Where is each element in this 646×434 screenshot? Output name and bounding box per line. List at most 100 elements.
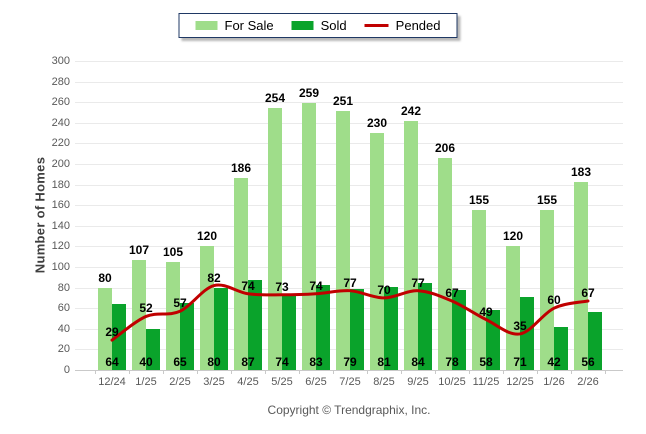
- x-axis-tick-label: 3/25: [203, 376, 225, 388]
- y-axis-tick-label: 40: [57, 322, 70, 335]
- x-axis-tick-label: 6/25: [305, 376, 327, 388]
- y-axis-tick-label: 200: [51, 158, 70, 170]
- x-axis-tick: [197, 371, 198, 374]
- bar-for-sale[interactable]: [472, 210, 486, 370]
- x-axis-tick-label: 5/25: [271, 376, 293, 388]
- bar-value-label-sold: 83: [309, 355, 323, 369]
- x-axis-tick: [95, 371, 96, 374]
- gridline: [75, 61, 623, 62]
- x-axis-tick: [367, 371, 368, 374]
- copyright-text: Copyright © Trendgraphix, Inc.: [267, 403, 431, 417]
- y-axis-tick-label: 280: [51, 75, 70, 88]
- x-axis-tick-label: 2/26: [577, 376, 599, 388]
- bar-value-label-for-sale: 254: [264, 91, 286, 106]
- pended-line-swatch-icon: [364, 24, 389, 27]
- legend-label-pended: Pended: [395, 18, 441, 33]
- bar-sold[interactable]: [588, 312, 602, 370]
- line-value-label-pended: 57: [173, 296, 187, 311]
- x-axis-tick: [469, 371, 470, 374]
- bar-for-sale[interactable]: [166, 261, 180, 370]
- x-axis-tick: [299, 371, 300, 374]
- bar-value-label-for-sale: 183: [570, 164, 592, 179]
- line-value-label-pended: 52: [139, 301, 153, 316]
- bar-for-sale[interactable]: [234, 178, 248, 370]
- bar-value-label-for-sale: 120: [502, 229, 524, 244]
- for-sale-swatch-icon: [195, 21, 218, 30]
- bar-for-sale[interactable]: [98, 287, 112, 370]
- bar-value-label-for-sale: 242: [400, 103, 422, 118]
- x-axis-tick-label: 10/25: [438, 376, 466, 388]
- y-axis-tick-label: 120: [51, 240, 70, 253]
- bar-value-label-for-sale: 186: [230, 161, 252, 176]
- y-axis-tick-label: 160: [51, 199, 70, 212]
- bar-for-sale[interactable]: [540, 210, 554, 370]
- x-axis-tick-label: 12/25: [506, 376, 534, 388]
- y-axis-tick-label: 60: [57, 302, 70, 315]
- bar-value-label-for-sale: 105: [162, 244, 184, 259]
- x-axis-tick-label: 8/25: [373, 376, 395, 388]
- gridline: [75, 102, 623, 104]
- bar-value-label-sold: 56: [581, 355, 595, 369]
- legend-item-sold[interactable]: Sold: [291, 18, 347, 33]
- line-value-label-pended: 49: [479, 304, 493, 319]
- bar-value-label-sold: 84: [411, 355, 425, 369]
- bar-for-sale[interactable]: [404, 120, 418, 370]
- x-axis-tick: [231, 371, 232, 374]
- line-value-label-pended: 77: [343, 275, 357, 290]
- line-value-label-pended: 29: [105, 325, 119, 340]
- legend-label-sold: Sold: [320, 18, 347, 33]
- y-axis-tick-label: 220: [51, 137, 70, 150]
- x-axis-tick-label: 4/25: [237, 376, 259, 388]
- bar-value-label-for-sale: 206: [434, 140, 456, 155]
- gridline: [75, 81, 623, 83]
- bar-value-label-for-sale: 107: [128, 242, 150, 257]
- bar-for-sale[interactable]: [302, 103, 316, 370]
- x-axis-tick-label: 1/25: [135, 376, 157, 388]
- x-axis-tick: [503, 371, 504, 374]
- y-axis-tick-label: 300: [51, 55, 70, 67]
- bar-for-sale[interactable]: [438, 157, 452, 370]
- y-axis-tick-label: 240: [51, 116, 70, 129]
- legend-item-pended[interactable]: Pended: [364, 18, 441, 33]
- bar-value-label-sold: 81: [377, 355, 391, 369]
- x-axis-tick: [163, 371, 164, 374]
- legend: For Sale Sold Pended: [178, 13, 458, 38]
- x-axis-tick: [129, 371, 130, 374]
- line-value-label-pended: 70: [377, 282, 391, 297]
- line-value-label-pended: 74: [309, 278, 323, 293]
- x-axis-tick-label: 12/24: [98, 376, 126, 388]
- bar-value-label-sold: 71: [513, 355, 527, 369]
- x-axis-tick: [571, 371, 572, 374]
- y-axis-tick-label: 180: [51, 178, 70, 191]
- x-axis-tick-label: 11/25: [472, 376, 500, 388]
- bar-value-label-for-sale: 120: [196, 229, 218, 244]
- y-axis-tick-label: 0: [63, 364, 70, 376]
- y-axis-tick-label: 20: [57, 343, 70, 356]
- bar-value-label-for-sale: 251: [332, 94, 354, 109]
- bar-for-sale[interactable]: [200, 246, 214, 370]
- bar-for-sale[interactable]: [506, 246, 520, 370]
- bar-for-sale[interactable]: [574, 181, 588, 370]
- legend-label-for-sale: For Sale: [224, 18, 274, 33]
- bar-value-label-sold: 80: [207, 355, 221, 369]
- bar-value-label-sold: 64: [105, 355, 119, 369]
- x-axis-tick: [401, 371, 402, 374]
- bar-value-label-for-sale: 155: [536, 193, 558, 208]
- bar-value-label-sold: 79: [343, 355, 357, 369]
- bar-value-label-sold: 58: [479, 355, 493, 369]
- x-axis-line: [75, 370, 623, 371]
- line-value-label-pended: 35: [513, 318, 527, 333]
- bar-value-label-for-sale: 155: [468, 193, 490, 208]
- bar-for-sale[interactable]: [268, 108, 282, 370]
- x-axis-tick-label: 1/26: [543, 376, 565, 388]
- bar-value-label-sold: 78: [445, 355, 459, 369]
- x-axis-tick-label: 7/25: [339, 376, 361, 388]
- bar-value-label-sold: 40: [139, 355, 153, 369]
- y-axis-tick-label: 80: [57, 281, 70, 294]
- legend-item-for-sale[interactable]: For Sale: [195, 18, 274, 33]
- bar-for-sale[interactable]: [370, 133, 384, 370]
- x-axis-tick: [333, 371, 334, 374]
- bar-for-sale[interactable]: [336, 111, 350, 370]
- sold-swatch-icon: [291, 21, 314, 30]
